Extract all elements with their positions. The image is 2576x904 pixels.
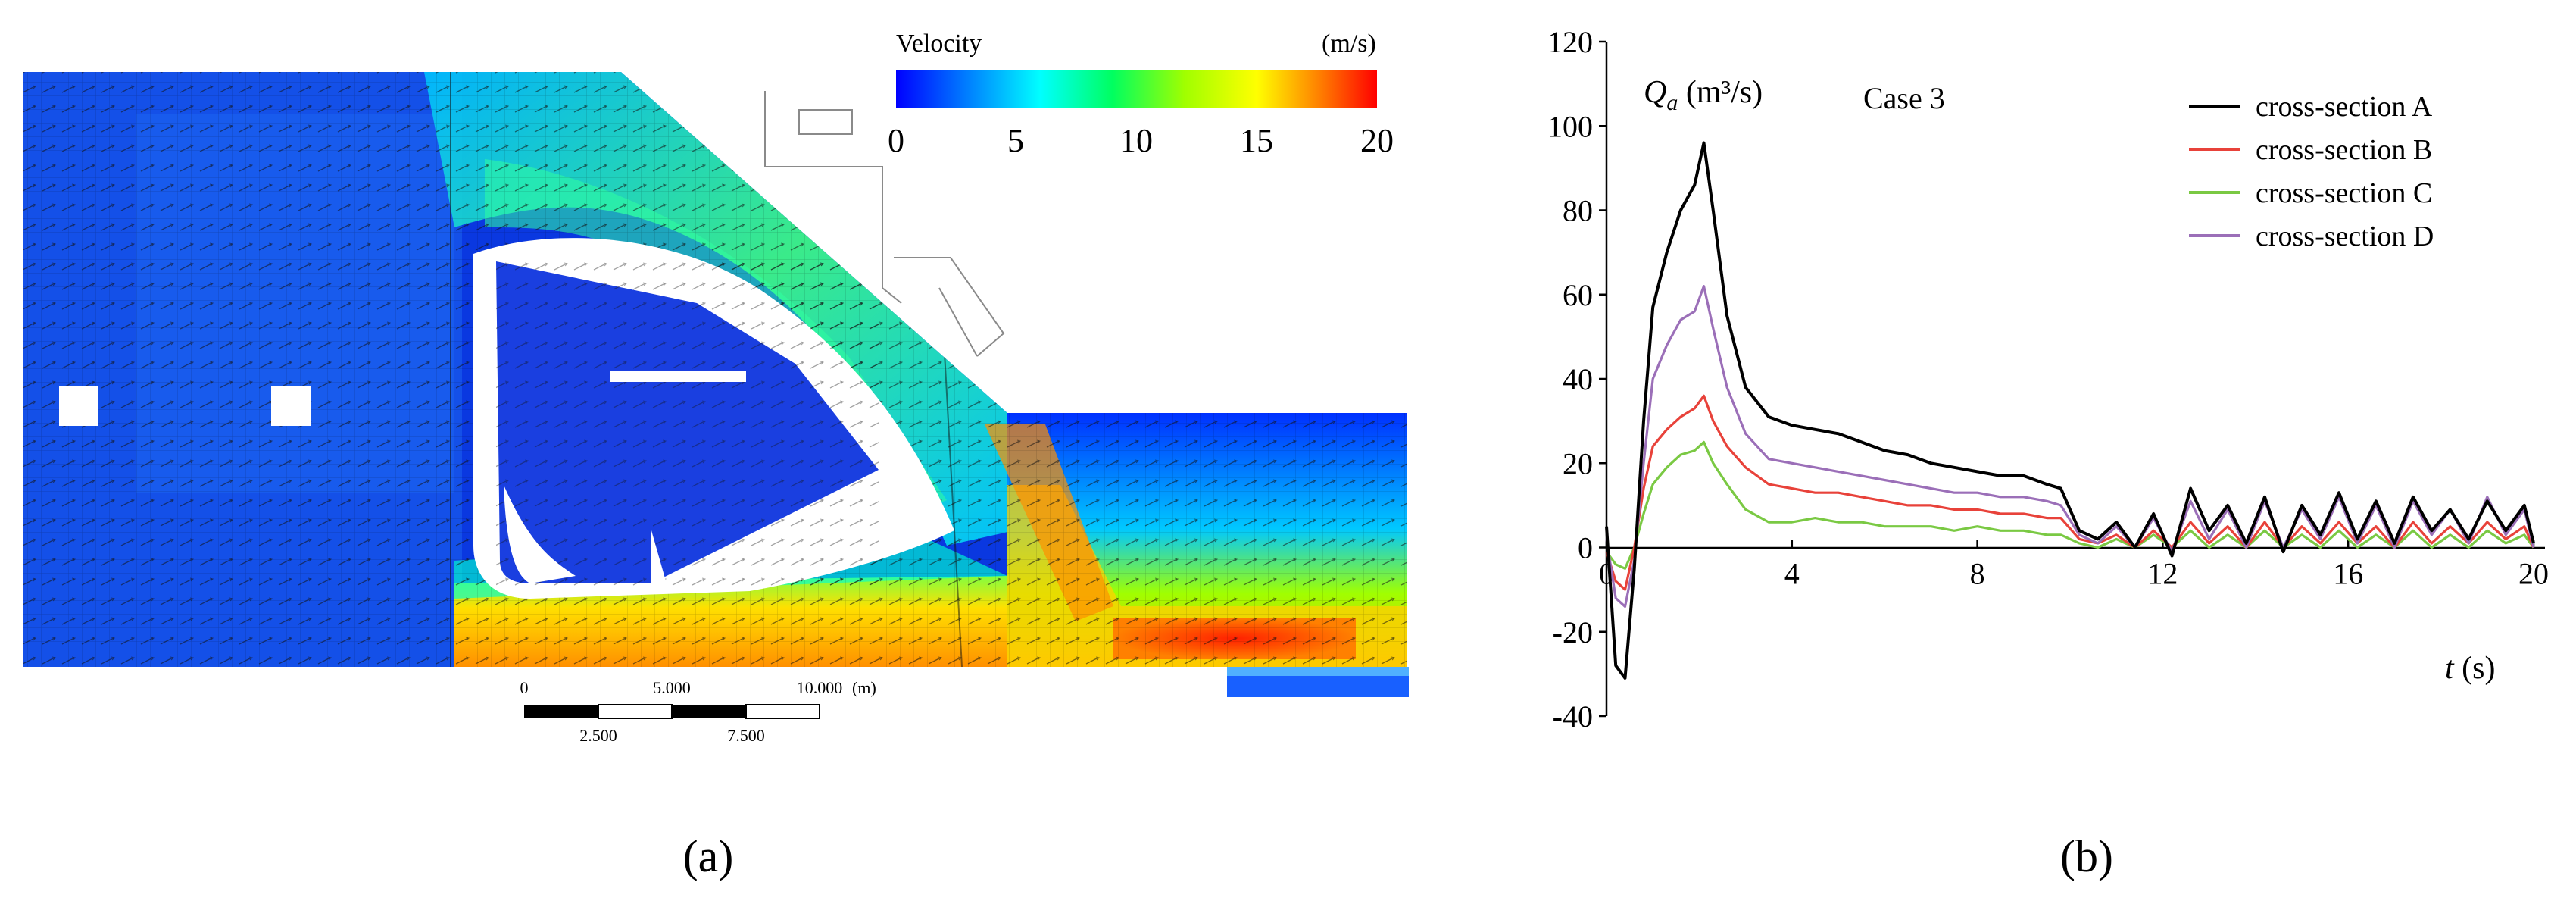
panel-a-label: (a) [683, 831, 734, 881]
colorbar-title: Velocity [896, 30, 982, 58]
colorbar-gradient [896, 70, 1377, 108]
chart-legend: cross-section A cross-section B cross-sect… [2189, 91, 2434, 252]
x-tick-label: 4 [1784, 557, 1800, 591]
y-tick-label: 60 [1563, 278, 1593, 312]
y-tick-label: 0 [1578, 531, 1593, 565]
legend-label: cross-section C [2256, 177, 2432, 209]
colorbar-tick: 10 [1119, 122, 1153, 159]
series-line-cross-section-D [1605, 285, 2535, 608]
x-tick-label: 20 [2518, 557, 2549, 591]
opening-2 [271, 386, 311, 426]
colorbar-tick: 5 [1007, 122, 1024, 159]
y-tick-label: 40 [1563, 362, 1593, 396]
x-tick-label: 16 [2333, 557, 2363, 591]
scale-label: 0 [520, 678, 529, 697]
y-tick-label: -40 [1553, 699, 1593, 734]
scale-bar: 0 5.000 10.000 (m) 2.500 7.500 [520, 678, 876, 745]
series-line-cross-section-C [1605, 440, 2535, 570]
baffle [610, 371, 746, 382]
x-tick-label: 12 [2147, 557, 2178, 591]
scale-label: 10.000 [797, 678, 843, 697]
scale-label: 2.500 [579, 726, 617, 745]
y-tick-label: 20 [1563, 446, 1593, 480]
colorbar-tick: 15 [1240, 122, 1273, 159]
y-tick-label: 80 [1563, 194, 1593, 228]
series-line-cross-section-A [1605, 141, 2535, 680]
opening-1 [59, 386, 98, 426]
legend-label: cross-section D [2256, 221, 2434, 252]
scale-label: 7.500 [727, 726, 765, 745]
legend-label: cross-section B [2256, 134, 2432, 166]
scale-unit: (m) [852, 678, 876, 697]
structure-outline [764, 91, 1005, 357]
y-ticks: -40 -20 0 20 40 60 80 100 120 [1547, 25, 1606, 734]
y-axis-label: Qa (m³/s) [1644, 75, 1763, 115]
velocity-colorbar: Velocity (m/s) 0 5 10 15 20 [888, 30, 1394, 159]
legend-label: cross-section A [2256, 91, 2433, 123]
x-ticks: 0 4 8 12 16 20 [1599, 540, 2549, 591]
y-tick-label: -20 [1553, 615, 1593, 649]
velocity-field-panel: Velocity (m/s) 0 5 10 15 20 0 5.000 10.0… [23, 30, 1409, 881]
series-line-cross-section-B [1605, 394, 2535, 591]
case-label: Case 3 [1863, 81, 1945, 115]
colorbar-tick: 0 [888, 122, 904, 159]
y-tick-label: 120 [1547, 25, 1593, 59]
panel-b-label: (b) [2060, 831, 2113, 881]
x-axis-label: t (s) [2445, 651, 2496, 686]
scale-label: 5.000 [653, 678, 691, 697]
series-lines [1605, 141, 2535, 680]
x-tick-label: 8 [1970, 557, 1985, 591]
colorbar-tick: 20 [1360, 122, 1394, 159]
y-tick-label: 100 [1547, 109, 1593, 143]
discharge-chart: -40 -20 0 20 40 60 80 100 120 0 4 8 12 16 20 Qa (m³/s… [1547, 25, 2549, 881]
colorbar-unit: (m/s) [1322, 30, 1376, 58]
